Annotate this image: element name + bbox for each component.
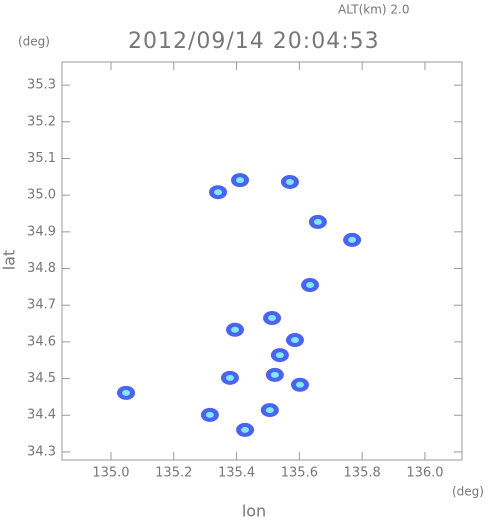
echo-core	[313, 218, 322, 225]
y-unit: (deg)	[18, 35, 50, 49]
radar-echo	[290, 377, 309, 392]
radar-echo	[270, 348, 289, 363]
y-tick-label: 34.3	[27, 444, 56, 459]
x-tick-label: 135.6	[281, 466, 318, 481]
echo-core	[214, 189, 223, 196]
radar-echo	[220, 370, 239, 385]
y-tick-label: 34.5	[27, 371, 56, 386]
radar-echo	[263, 311, 282, 326]
annotation: ALT(km) 2.0	[338, 3, 409, 17]
y-tick-label: 35.0	[27, 188, 56, 203]
y-tick-label: 35.2	[27, 114, 56, 129]
echo-core	[295, 381, 304, 388]
echo-core	[285, 178, 294, 185]
plot-frame	[61, 61, 463, 461]
x-tick-label: 136.0	[406, 466, 443, 481]
radar-echo	[301, 278, 320, 293]
radar-echo	[117, 385, 136, 400]
y-tick-label: 34.7	[27, 298, 56, 313]
echo-core	[290, 337, 299, 344]
echo-core	[241, 426, 250, 433]
y-axis-label: lat	[0, 250, 19, 271]
echo-core	[268, 315, 277, 322]
echo-core	[225, 374, 234, 381]
radar-echo	[209, 185, 228, 200]
y-tick-label: 35.3	[27, 78, 56, 93]
x-tick-label: 135.0	[92, 466, 129, 481]
echo-core	[236, 177, 245, 184]
x-unit: (deg)	[452, 485, 484, 499]
radar-echo	[231, 173, 250, 188]
x-tick-label: 135.8	[344, 466, 381, 481]
echo-core	[265, 407, 274, 414]
radar-echo	[225, 322, 244, 337]
x-tick-label: 135.4	[218, 466, 255, 481]
echo-core	[306, 282, 315, 289]
radar-echo	[265, 367, 284, 382]
y-tick-label: 34.4	[27, 408, 56, 423]
y-tick-label: 34.9	[27, 224, 56, 239]
echo-core	[275, 352, 284, 359]
radar-echo	[308, 214, 327, 229]
echo-core	[270, 371, 279, 378]
echo-core	[205, 411, 214, 418]
radar-echo	[200, 407, 219, 422]
echo-core	[122, 389, 131, 396]
echo-core	[230, 326, 239, 333]
echo-core	[348, 236, 357, 243]
x-tick-label: 135.2	[155, 466, 192, 481]
radar-echo	[280, 174, 299, 189]
y-tick-label: 34.8	[27, 261, 56, 276]
y-tick-label: 35.1	[27, 151, 56, 166]
radar-echo	[260, 403, 279, 418]
radar-echo	[285, 333, 304, 348]
x-axis-label: lon	[242, 502, 266, 521]
y-tick-label: 34.6	[27, 334, 56, 349]
chart-title: 2012/09/14 20:04:53	[128, 29, 380, 54]
radar-echo	[343, 232, 362, 247]
radar-echo	[236, 422, 255, 437]
